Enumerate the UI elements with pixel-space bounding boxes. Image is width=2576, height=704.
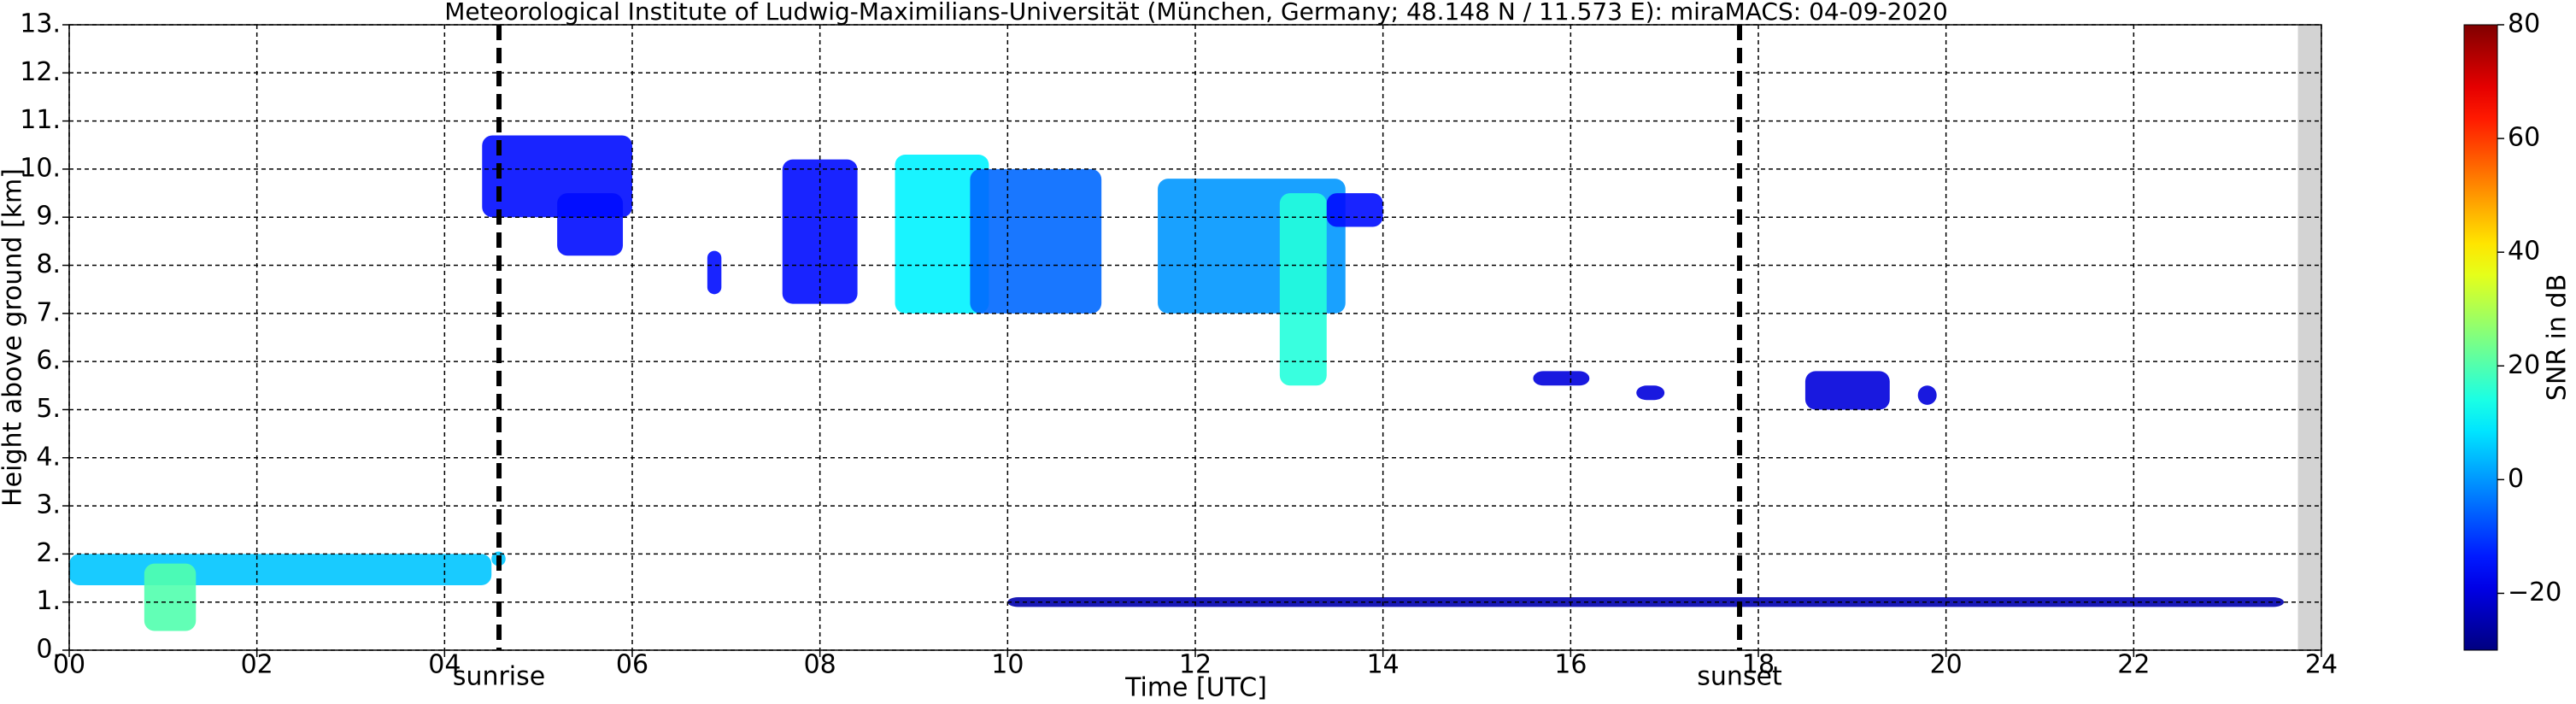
y-tick-label: 11. <box>20 105 61 135</box>
echo <box>707 250 722 295</box>
colorbar-tick-label: 80 <box>2508 9 2540 39</box>
y-tick-label: 0. <box>36 635 61 665</box>
y-tick-label: 7. <box>36 297 61 327</box>
x-tick-label: 04 <box>428 650 461 680</box>
y-tick-label: 4. <box>36 442 61 472</box>
y-tick-label: 13. <box>20 9 61 39</box>
x-tick-label: 00 <box>53 650 85 680</box>
x-tick-label: 20 <box>1930 650 1963 680</box>
echo <box>1279 193 1327 386</box>
y-tick-label: 9. <box>36 202 61 232</box>
y-tick-label: 8. <box>36 249 61 279</box>
x-tick-label: 06 <box>616 650 648 680</box>
event-label: sunrise <box>453 662 545 692</box>
plot-frame <box>68 24 2322 651</box>
colorbar <box>2463 24 2498 651</box>
colorbar-tick-label: 40 <box>2508 237 2540 267</box>
colorbar-tick-label: 0 <box>2508 464 2524 494</box>
echo <box>1804 371 1890 410</box>
x-tick-label: 12 <box>1179 650 1212 680</box>
chart-title: Meteorological Institute of Ludwig-Maxim… <box>444 0 1948 26</box>
echo <box>144 563 197 631</box>
echo <box>1533 371 1590 386</box>
x-tick-label: 24 <box>2305 650 2338 680</box>
echo <box>782 159 858 304</box>
echo <box>1636 385 1665 401</box>
y-tick-label: 3. <box>36 490 61 520</box>
echo <box>1917 385 1937 405</box>
x-tick-label: 16 <box>1554 650 1587 680</box>
echo <box>69 554 492 585</box>
echo <box>557 193 624 256</box>
y-tick-label: 1. <box>36 586 61 616</box>
y-tick-label: 12. <box>20 57 61 87</box>
colorbar-tick-label: 60 <box>2508 123 2540 153</box>
x-tick-label: 02 <box>241 650 273 680</box>
y-axis-label: Height above ground [km] <box>0 168 28 507</box>
y-tick-label: 2. <box>36 538 61 568</box>
colorbar-tick-label: 20 <box>2508 350 2540 380</box>
x-axis-label: Time [UTC] <box>1124 673 1267 703</box>
x-tick-label: 18 <box>1742 650 1775 680</box>
x-tick-label: 14 <box>1367 650 1399 680</box>
echo <box>1326 193 1383 227</box>
y-tick-label: 10. <box>20 153 61 183</box>
x-tick-label: 22 <box>2117 650 2150 680</box>
x-tick-label: 10 <box>991 650 1024 680</box>
echo <box>895 155 989 314</box>
echo <box>970 168 1102 314</box>
colorbar-tick-label: −20 <box>2508 578 2561 607</box>
event-label: sunset <box>1697 662 1782 692</box>
y-tick-label: 5. <box>36 394 61 424</box>
y-tick-label: 6. <box>36 346 61 376</box>
x-tick-label: 08 <box>804 650 836 680</box>
colorbar-label: SNR in dB <box>2543 274 2573 401</box>
missing-data <box>2297 25 2321 650</box>
